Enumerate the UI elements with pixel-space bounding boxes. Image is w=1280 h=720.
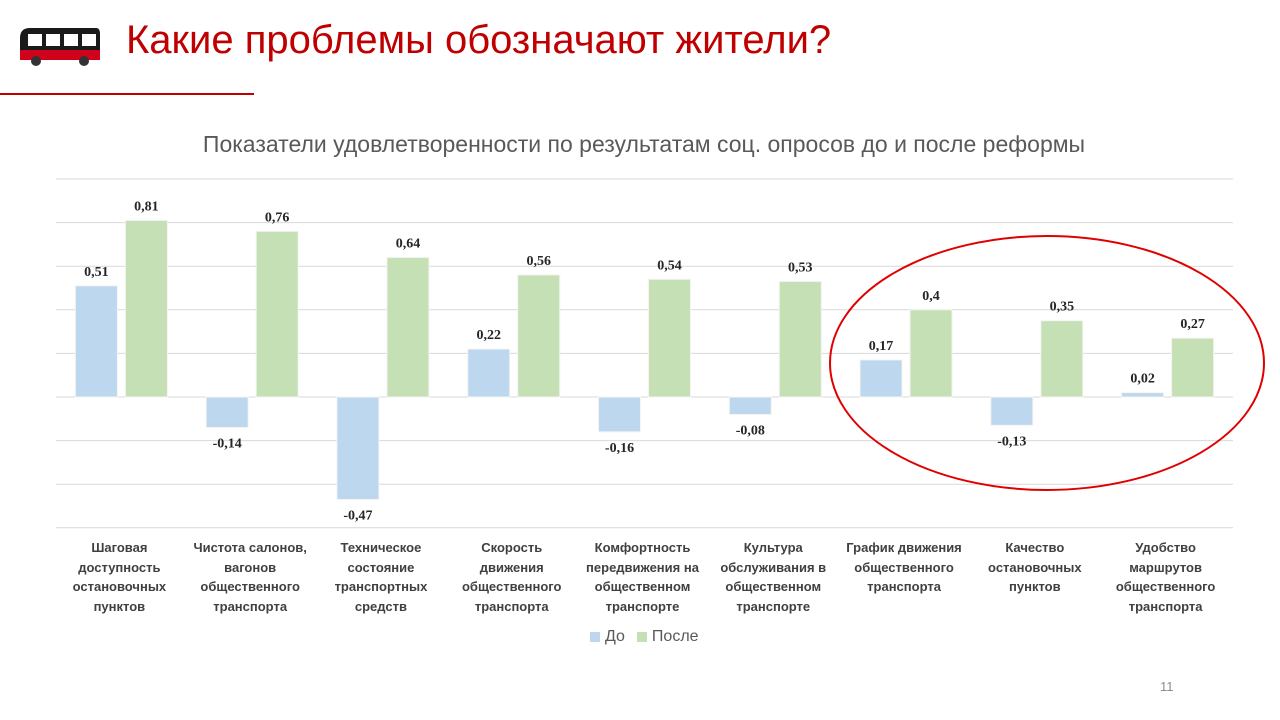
category-label-line: остановочных [72,579,167,594]
data-label-after-1: 0,76 [265,210,290,225]
bar-before-8 [1121,392,1165,398]
category-label-0: Шаговая доступность остановочных пунктов [55,538,183,616]
category-label-line: График движения [846,540,962,555]
category-label-line: маршрутов [1129,559,1202,575]
category-label-8: Удобство маршрутов общественного транспорта [1102,538,1230,616]
bar-before-3 [467,348,511,398]
category-label-line: Культура [743,540,803,555]
data-label-after-7: 0,35 [1050,300,1075,315]
category-label-line: Техническое [340,540,422,555]
category-label-line: вагонов [224,559,277,575]
bar-after-7 [1040,320,1084,398]
bar-before-1 [205,396,249,429]
data-label-before-0: 0,51 [84,265,109,280]
category-label-line: Комфортность [594,540,691,555]
category-label-line: транспорта [867,579,941,594]
data-label-after-6: 0,4 [922,289,940,304]
data-label-after-8: 0,27 [1180,317,1205,332]
data-label-before-8: 0,02 [1130,372,1155,387]
data-label-after-5: 0,53 [788,260,813,275]
data-label-after-4: 0,54 [657,258,682,273]
bar-before-2 [336,396,380,500]
bar-after-0 [124,219,168,398]
category-label-line: Чистота салонов, [193,540,307,555]
category-label-5: Культура обслуживания в общественном трансп… [709,538,837,616]
chart-legend: До После [590,628,711,646]
legend-swatch-before [590,632,600,642]
bar-after-4 [648,278,691,398]
category-label-line: транспорта [213,598,288,614]
data-label-after-3: 0,56 [526,254,551,269]
page-number: 11 [1160,679,1174,694]
slide-title: Какие проблемы обозначают жители? [126,18,832,62]
category-label-line: транспорте [605,598,680,614]
legend-label-after: После [651,628,699,645]
category-label-line: общественного [854,559,954,575]
category-label-line: доступность [78,559,161,575]
legend-item-before: До [590,628,625,646]
category-label-line: Шаговая [91,540,148,555]
category-label-line: общественном [594,579,691,594]
category-label-line: Скорость [481,540,543,555]
data-label-before-3: 0,22 [476,328,501,343]
data-label-before-6: 0,17 [869,339,894,354]
category-label-line: пунктов [93,598,146,614]
data-label-before-4: -0,16 [605,441,634,456]
category-label-line: обслуживания в [720,559,827,575]
bus-icon [20,28,100,66]
data-label-before-5: -0,08 [736,423,765,438]
category-label-line: остановочных [988,559,1082,575]
data-label-before-1: -0,14 [213,437,242,452]
legend-swatch-after [636,632,647,642]
data-label-after-0: 0,81 [134,199,159,214]
category-label-2: Техническое состояние транспортных средств [317,538,445,616]
category-label-3: Скорость движения общественного транспорта [448,538,576,616]
category-label-line: Качество [1005,540,1065,555]
slide-header: Какие проблемы обозначают жители? [0,0,1280,100]
bar-before-6 [859,359,903,398]
bar-after-1 [255,230,299,398]
category-label-line: передвижения на [586,559,699,575]
highlight-ellipse [829,235,1265,491]
category-label-7: Качество остановочных пунктов [971,538,1099,597]
bar-after-3 [517,274,561,398]
category-label-line: транспортных [334,579,428,594]
legend-label-before: До [605,628,625,645]
bar-before-0 [74,285,118,398]
category-label-line: общественного [200,579,300,594]
category-label-line: общественного [461,579,562,594]
category-label-line: транспорте [736,598,811,614]
category-label-line: транспорта [474,598,549,614]
bar-before-5 [728,396,772,415]
category-label-line: движения [479,559,544,575]
data-label-after-2: 0,64 [396,236,421,251]
category-label-line: пунктов [1009,579,1061,594]
category-label-6: График движения общественного транспорта [840,538,968,597]
category-label-line: общественного [1115,579,1216,594]
data-label-before-7: -0,13 [997,434,1026,449]
bar-before-7 [990,396,1034,426]
category-label-line: транспорта [1128,598,1203,614]
bar-after-5 [778,280,822,398]
bar-after-8 [1171,337,1215,398]
category-label-line: Удобство [1135,540,1196,555]
category-label-line: средств [354,598,407,614]
category-label-1: Чистота салонов, вагонов общественного тран… [186,538,314,616]
category-label-line: общественном [725,579,822,594]
category-label-line: состояние [347,559,415,575]
bar-after-2 [386,256,430,398]
data-label-before-2: -0,47 [343,508,372,523]
bar-after-6 [909,309,953,398]
legend-item-after: После [636,628,699,646]
title-underline [0,93,254,95]
chart-title: Показатели удовлетворенности по результа… [202,131,1086,157]
bar-before-4 [598,396,641,433]
category-label-4: Комфортность передвижения на общественном т… [579,538,707,616]
